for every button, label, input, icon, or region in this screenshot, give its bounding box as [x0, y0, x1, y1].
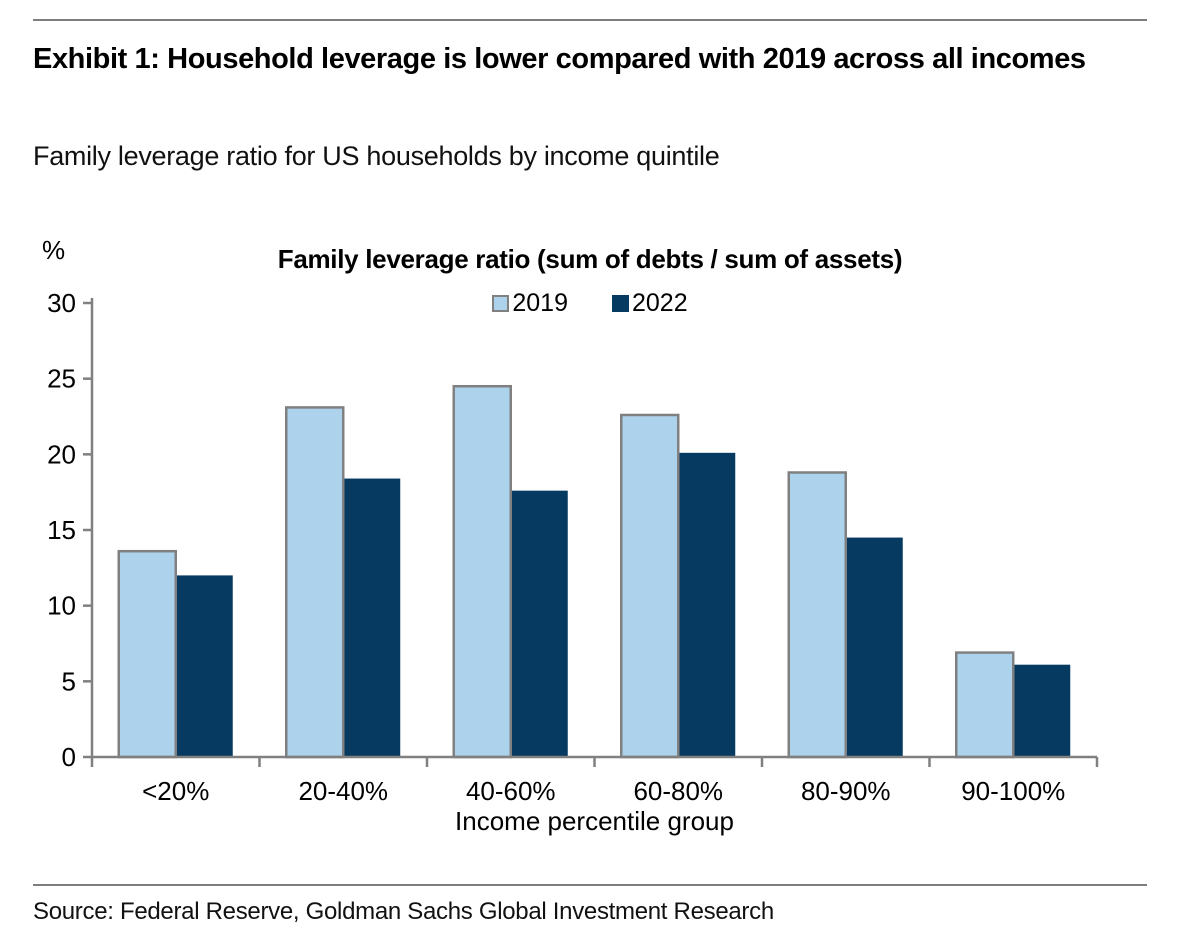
- bar-2019-5: [955, 651, 1015, 759]
- source-note: Source: Federal Reserve, Goldman Sachs G…: [33, 898, 774, 925]
- bottom-divider: [33, 884, 1147, 886]
- chart-title: Family leverage ratio (sum of debts / su…: [277, 244, 903, 274]
- y-tick-label-20: 20: [47, 439, 76, 469]
- y-tick-label-10: 10: [47, 591, 76, 621]
- top-divider: [33, 19, 1147, 21]
- y-tick-label-30: 30: [47, 288, 76, 318]
- category-label-1: 20-40%: [298, 776, 388, 806]
- category-label-0: <20%: [142, 776, 209, 806]
- legend-label-2022: 2022: [632, 289, 688, 317]
- exhibit-subtitle: Family leverage ratio for US households …: [33, 141, 720, 171]
- y-tick-label-5: 5: [62, 666, 76, 696]
- bar-2022-5: [1013, 664, 1071, 757]
- bar-2022-1: [343, 478, 401, 757]
- bar-2019-3: [620, 413, 680, 759]
- category-label-2: 40-60%: [466, 776, 556, 806]
- bar-2022-4: [845, 537, 903, 757]
- legend-swatch-2019: [492, 295, 510, 312]
- y-tick-label-15: 15: [47, 515, 76, 545]
- bar-2022-2: [510, 490, 568, 757]
- legend-label-2019: 2019: [512, 289, 568, 317]
- y-axis-unit-label: %: [42, 235, 66, 265]
- legend-item-2019: 2019: [492, 289, 568, 318]
- bar-2022-3: [678, 452, 736, 757]
- bar-2019-4: [787, 471, 847, 759]
- category-label-5: 90-100%: [961, 776, 1065, 806]
- x-axis-title: Income percentile group: [455, 806, 734, 836]
- bar-2022-0: [175, 575, 233, 757]
- bar-2019-0: [117, 549, 177, 759]
- category-label-3: 60-80%: [633, 776, 723, 806]
- chart-legend: 2019 2022: [0, 289, 1180, 318]
- exhibit-title: Exhibit 1: Household leverage is lower c…: [33, 43, 1086, 75]
- bar-2019-1: [285, 406, 345, 759]
- legend-item-2022: 2022: [612, 289, 688, 318]
- legend-swatch-2022: [612, 295, 629, 312]
- y-tick-label-0: 0: [62, 742, 76, 772]
- y-tick-label-25: 25: [47, 364, 76, 394]
- category-label-4: 80-90%: [801, 776, 891, 806]
- bar-2019-2: [452, 384, 512, 759]
